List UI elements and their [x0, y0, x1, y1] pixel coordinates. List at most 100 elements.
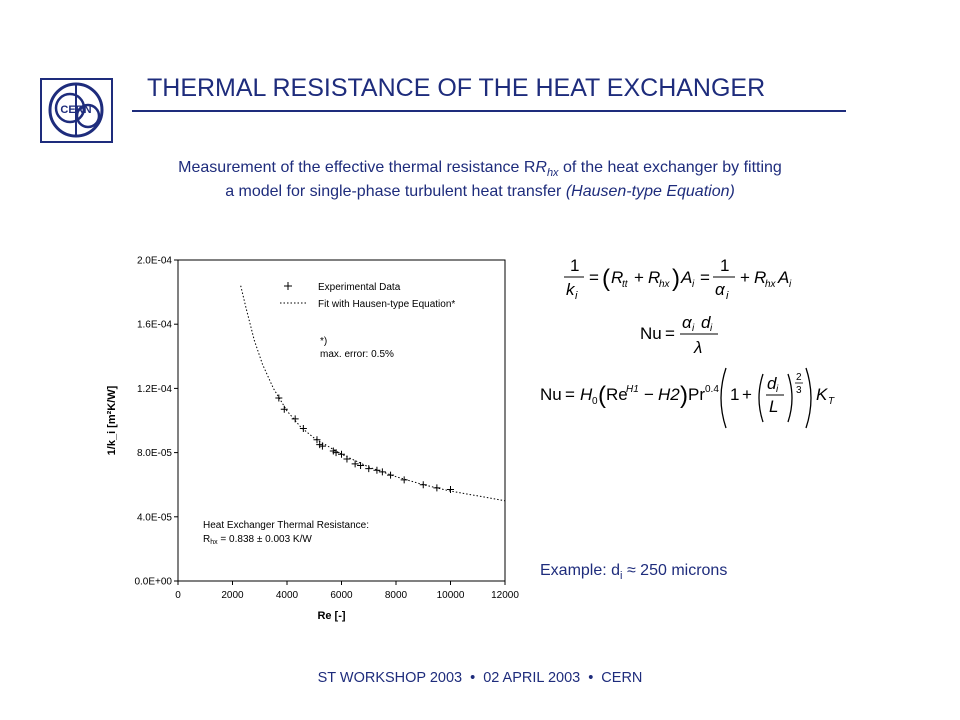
data-point [387, 471, 395, 479]
data-point [373, 466, 381, 474]
annotation-note-star: *) [320, 336, 327, 347]
svg-text:+: + [634, 268, 644, 287]
data-point [378, 468, 386, 476]
page-title: THERMAL RESISTANCE OF THE HEAT EXCHANGER [147, 74, 766, 102]
x-tick-label: 0 [175, 590, 181, 601]
data-point [291, 415, 299, 423]
data-point [365, 465, 373, 473]
annotation-result-value: Rhx = 0.838 ± 0.003 K/W [203, 534, 312, 546]
svg-text:): ) [672, 265, 680, 292]
svg-text:R: R [611, 268, 623, 287]
svg-text:R: R [754, 268, 766, 287]
data-point [275, 394, 283, 402]
x-tick-label: 8000 [385, 590, 408, 601]
data-point [332, 449, 340, 457]
y-tick-label: 1.6E-04 [137, 320, 172, 331]
data-point [357, 461, 365, 469]
svg-text:0.4: 0.4 [705, 384, 719, 395]
data-point [318, 442, 326, 450]
data-point [280, 405, 288, 413]
svg-text:i: i [726, 290, 729, 302]
footer-event: ST WORKSHOP 2003 [317, 670, 463, 686]
svg-text:+: + [742, 385, 752, 404]
legend-label-experimental: Experimental Data [318, 282, 401, 293]
svg-text:k: k [566, 280, 576, 299]
annotation-result-title: Heat Exchanger Thermal Resistance: [203, 520, 369, 531]
svg-text:1: 1 [730, 385, 739, 404]
x-tick-label: 4000 [276, 590, 299, 601]
data-point [400, 476, 408, 484]
footer: ST WORKSHOP 2003 • 02 APRIL 2003 • CERN [317, 670, 643, 686]
subtitle-line-1: Measurement of the effective thermal res… [178, 159, 782, 180]
svg-text:hx: hx [659, 279, 671, 290]
svg-text:hx: hx [765, 279, 777, 290]
legend-label-fit: Fit with Hausen-type Equation* [318, 299, 455, 310]
annotation-note-error: max. error: 0.5% [320, 349, 394, 360]
fit-curve [240, 285, 506, 502]
legend-marker-experimental [284, 282, 292, 290]
logo-text: CERN [60, 104, 91, 116]
y-tick-label: 0.0E+00 [134, 577, 172, 588]
title-divider [132, 110, 846, 112]
footer-org: CERN [601, 670, 643, 686]
svg-text:A: A [680, 268, 692, 287]
svg-text:H1: H1 [626, 384, 639, 395]
svg-text:i: i [692, 279, 695, 290]
svg-text:(: ( [598, 382, 606, 409]
y-axis-label: 1/k_i [m²K/W] [106, 385, 118, 455]
svg-text:L: L [769, 397, 778, 416]
footer-date: 02 APRIL 2003 [483, 670, 581, 686]
svg-text:=: = [589, 268, 599, 287]
svg-text:=: = [565, 385, 575, 404]
svg-text:=: = [700, 268, 710, 287]
svg-text:H2: H2 [658, 385, 680, 404]
svg-text:d: d [767, 374, 777, 393]
y-tick-label: 4.0E-05 [137, 512, 172, 523]
svg-text:i: i [575, 290, 578, 302]
data-point [299, 425, 307, 433]
data-point [313, 436, 321, 444]
svg-text:i: i [789, 279, 792, 290]
svg-text:(: ( [602, 265, 610, 292]
thermal-resistance-chart: 0.0E+00 4.0E-05 8.0E-05 1.2E-04 1.6E-04 2.0E-… [106, 256, 519, 623]
y-tick-label: 2.0E-04 [137, 256, 172, 267]
subtitle-line-2: a model for single-phase turbulent heat … [225, 183, 735, 200]
svg-text:tt: tt [622, 279, 629, 290]
data-point [433, 484, 441, 492]
x-tick-label: 6000 [330, 590, 353, 601]
svg-text:3: 3 [796, 385, 802, 396]
y-tick-label: 8.0E-05 [137, 448, 172, 459]
svg-text:Pr: Pr [688, 385, 705, 404]
svg-text:=: = [665, 324, 675, 343]
data-point [447, 486, 454, 494]
x-axis-label: Re [-] [317, 610, 345, 622]
svg-text:Nu: Nu [540, 385, 562, 404]
svg-text:d: d [701, 313, 711, 332]
data-point [343, 455, 351, 463]
svg-text:λ: λ [693, 338, 702, 357]
svg-text:1: 1 [570, 256, 579, 275]
data-point [338, 450, 345, 458]
svg-text:Nu: Nu [640, 324, 662, 343]
svg-text:A: A [777, 268, 789, 287]
x-tick-label: 2000 [221, 590, 244, 601]
svg-text:K: K [816, 385, 828, 404]
svg-text:T: T [828, 396, 835, 407]
data-point [351, 460, 359, 468]
svg-text:1: 1 [720, 256, 729, 275]
x-tick-label: 12000 [491, 590, 519, 601]
svg-text:i: i [776, 384, 779, 395]
svg-text:−: − [644, 385, 654, 404]
svg-text:2: 2 [796, 372, 802, 383]
svg-text:+: + [740, 268, 750, 287]
svg-text:Re: Re [606, 385, 628, 404]
cern-logo: CERN [40, 78, 113, 143]
svg-text:): ) [680, 382, 688, 409]
svg-text:α: α [682, 313, 693, 332]
svg-text:R: R [648, 268, 660, 287]
svg-text:i: i [710, 323, 713, 334]
svg-text:α: α [715, 280, 726, 299]
